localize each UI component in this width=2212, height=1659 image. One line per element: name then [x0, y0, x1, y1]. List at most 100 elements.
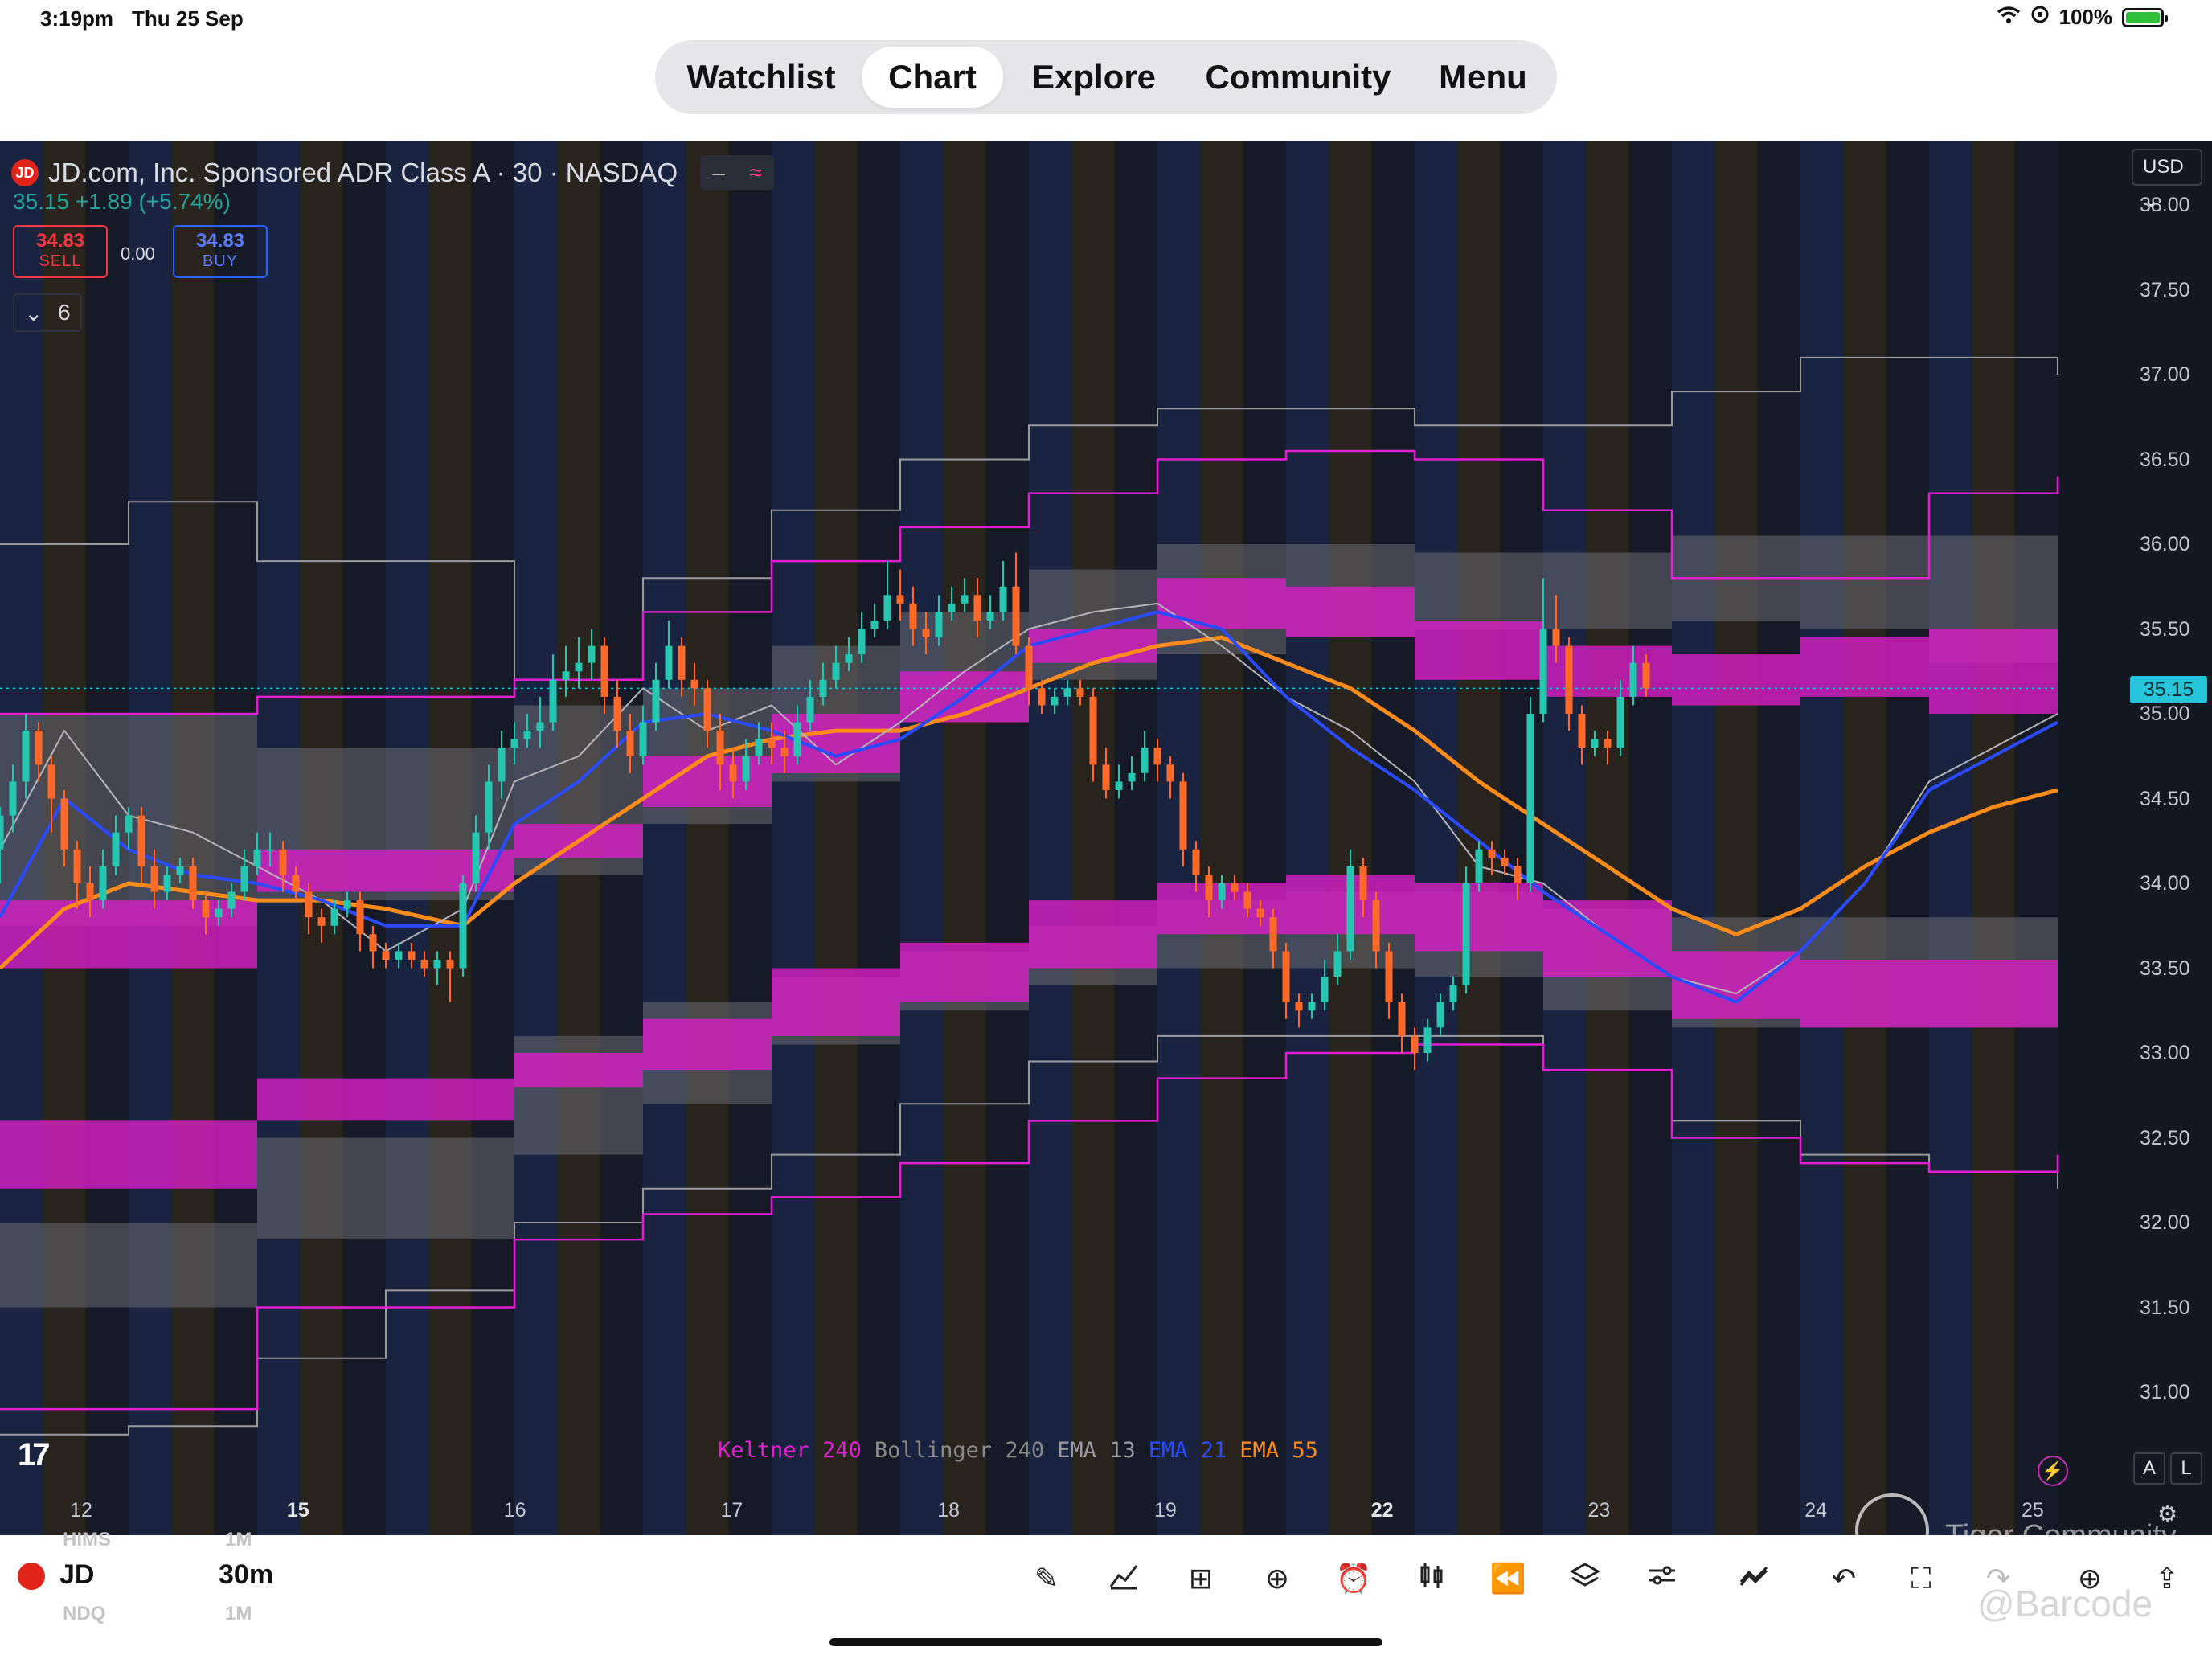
sell-button[interactable]: 34.83 SELL — [13, 225, 108, 278]
indicators-count: 6 — [58, 300, 71, 325]
candle-body — [665, 645, 673, 680]
tab-explore[interactable]: Explore — [1031, 58, 1157, 96]
buy-button[interactable]: 34.83 BUY — [173, 225, 268, 278]
indicator-legend[interactable]: Keltner 240 Bollinger 240 EMA 13 EMA 21 EMA … — [718, 1438, 1318, 1463]
candle-body — [626, 731, 634, 756]
legend-value: 240 — [992, 1438, 1045, 1463]
price-change-line: 35.15 +1.89 (+5.74%) — [13, 189, 231, 214]
ghost-interval-above: 1M — [225, 1529, 252, 1550]
candle-body — [652, 679, 660, 723]
grid-icon[interactable]: ⊞ — [1188, 1562, 1214, 1595]
session-band — [943, 141, 986, 1535]
session-band — [1457, 141, 1501, 1535]
add-alert-icon[interactable]: ⊕ — [2077, 1562, 2103, 1595]
trend-icon[interactable] — [1735, 1559, 1773, 1598]
session-band — [1157, 141, 1201, 1535]
plus-circle-icon[interactable]: ⊕ — [1264, 1562, 1290, 1595]
gear-icon[interactable]: ⚙ — [2157, 1501, 2178, 1526]
x-tick-label: 25 — [2022, 1499, 2044, 1522]
alarm-icon[interactable]: ⏰ — [1335, 1562, 1372, 1595]
wave-icon[interactable]: ≈ — [749, 160, 762, 185]
status-date: Thu 25 Sep — [132, 6, 244, 31]
tab-community[interactable]: Community — [1205, 58, 1391, 96]
legend-value: 240 — [809, 1438, 862, 1463]
candle-body — [755, 739, 763, 756]
candle-body — [1128, 772, 1136, 782]
session-band — [1672, 141, 1715, 1535]
candle-body — [0, 815, 4, 850]
home-indicator[interactable] — [830, 1638, 1382, 1646]
candles-icon[interactable] — [1412, 1559, 1451, 1598]
candle-body — [1539, 629, 1547, 714]
session-band — [1800, 141, 1844, 1535]
candle-body — [150, 866, 158, 892]
candle-body — [1423, 1027, 1432, 1053]
tab-menu[interactable]: Menu — [1439, 58, 1527, 96]
candle-body — [523, 731, 531, 739]
auto-scale-button[interactable]: A — [2133, 1452, 2165, 1485]
candle-body — [1166, 764, 1174, 782]
candle-body — [703, 688, 711, 731]
indicators-collapse-button[interactable]: ⌄ 6 — [13, 293, 82, 332]
indicators-icon[interactable] — [1104, 1559, 1143, 1598]
candle-body — [768, 739, 776, 748]
y-tick-label: 36.50 — [2140, 448, 2190, 471]
candle-body — [1552, 629, 1560, 646]
candle-body — [858, 629, 866, 655]
candle-body — [613, 696, 621, 731]
interval-selector[interactable]: 30m — [219, 1559, 274, 1590]
symbol-selector[interactable]: JD — [59, 1559, 95, 1590]
candle-body — [1604, 739, 1612, 748]
share-icon[interactable]: ⇪ — [2154, 1562, 2180, 1595]
candle-body — [961, 595, 969, 604]
pencil-icon[interactable]: ✎ — [1034, 1562, 1059, 1595]
legend-value: 13 — [1096, 1438, 1136, 1463]
redo-icon[interactable]: ↷ — [1985, 1562, 2011, 1595]
candle-body — [1359, 866, 1367, 901]
ghost-symbol-above: HIMS — [63, 1529, 111, 1550]
y-tick-label: 31.00 — [2140, 1381, 2190, 1403]
layers-icon[interactable] — [1566, 1559, 1604, 1598]
candle-body — [112, 832, 120, 866]
candle-body — [1179, 781, 1187, 850]
candle-body — [47, 764, 55, 799]
y-tick-label: 37.50 — [2140, 278, 2190, 301]
candle-body — [369, 934, 377, 952]
candle-body — [1269, 917, 1277, 952]
candle-body — [549, 679, 557, 723]
settings-sliders-icon[interactable] — [1643, 1559, 1682, 1598]
legend-item[interactable]: Keltner 240 — [718, 1438, 862, 1463]
candle-body — [1063, 688, 1071, 697]
session-band — [1200, 141, 1243, 1535]
lightning-icon[interactable]: ⚡ — [2038, 1456, 2068, 1486]
price-chart[interactable] — [0, 141, 2212, 1535]
symbol-title[interactable]: JD.com, Inc. Sponsored ADR Class A · 30 … — [48, 158, 678, 187]
rewind-icon[interactable]: ⏪ — [1489, 1562, 1526, 1595]
candle-body — [73, 849, 81, 883]
legend-item[interactable]: Bollinger 240 — [875, 1438, 1044, 1463]
log-scale-button[interactable]: L — [2170, 1452, 2202, 1485]
candle-body — [1578, 714, 1586, 748]
jd-logo-small — [18, 1563, 45, 1590]
x-tick-label: 22 — [1370, 1499, 1394, 1522]
fullscreen-icon[interactable]: ⛶ — [1911, 1562, 1931, 1595]
currency-select[interactable]: USD ⌄ — [2132, 149, 2202, 211]
legend-item[interactable]: EMA 13 — [1057, 1438, 1136, 1463]
x-tick-label: 23 — [1587, 1499, 1611, 1522]
legend-item[interactable]: EMA 55 — [1239, 1438, 1318, 1463]
tradingview-logo[interactable]: 17 — [18, 1437, 50, 1473]
tab-watchlist[interactable]: Watchlist — [686, 58, 836, 96]
legend-item[interactable]: EMA 21 — [1149, 1438, 1227, 1463]
chart-area[interactable]: JD JD.com, Inc. Sponsored ADR Class A · … — [0, 141, 2212, 1535]
undo-icon[interactable]: ↶ — [1831, 1562, 1857, 1595]
session-band — [1286, 141, 1329, 1535]
candle-body — [498, 748, 506, 782]
candle-body — [163, 875, 171, 892]
candle-body — [1205, 875, 1213, 901]
tab-chart[interactable]: Chart — [862, 47, 1003, 108]
session-band — [1929, 141, 1972, 1535]
legend-name: EMA — [1148, 1438, 1188, 1463]
candle-body — [317, 917, 326, 926]
session-band — [1329, 141, 1372, 1535]
minus-icon[interactable]: – — [712, 160, 725, 185]
